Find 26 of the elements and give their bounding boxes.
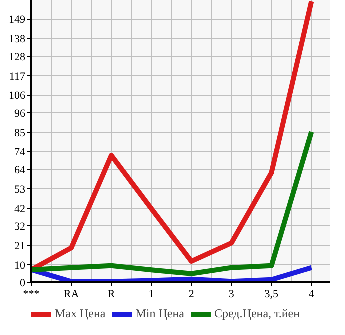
x-tick-label: 1: [148, 288, 154, 300]
y-tick-label: 21: [14, 240, 26, 252]
y-tick-label: 138: [9, 34, 26, 46]
x-tick-label: 2: [188, 288, 194, 300]
y-tick-label: 128: [9, 51, 26, 64]
y-tick-label: 96: [14, 108, 26, 120]
y-tick-label: 0: [20, 278, 26, 290]
y-tick-label: 106: [9, 90, 26, 102]
x-tick-label: 3,5: [264, 288, 280, 300]
legend-label: Min Цена: [136, 306, 184, 322]
x-tick-label: 3: [228, 288, 235, 300]
y-tick-label: 32: [14, 220, 26, 233]
y-tick-label: 117: [9, 70, 26, 83]
y-tick-label: 74: [14, 146, 26, 159]
legend-label: Max Цена: [55, 306, 106, 322]
y-tick-label: 53: [14, 184, 26, 196]
x-tick-label: RA: [64, 288, 80, 300]
y-tick-label: 42: [14, 203, 26, 216]
y-tick-label: 10: [14, 260, 26, 272]
x-tick-label: ***: [23, 288, 40, 300]
y-tick-label: 85: [14, 127, 26, 140]
x-tick-label: R: [108, 288, 116, 300]
x-tick-label: 4: [308, 288, 315, 300]
y-tick-label: 64: [14, 164, 26, 176]
legend-label: Сред.Цена, т.йен: [214, 306, 300, 322]
y-tick-label: 149: [9, 14, 26, 26]
